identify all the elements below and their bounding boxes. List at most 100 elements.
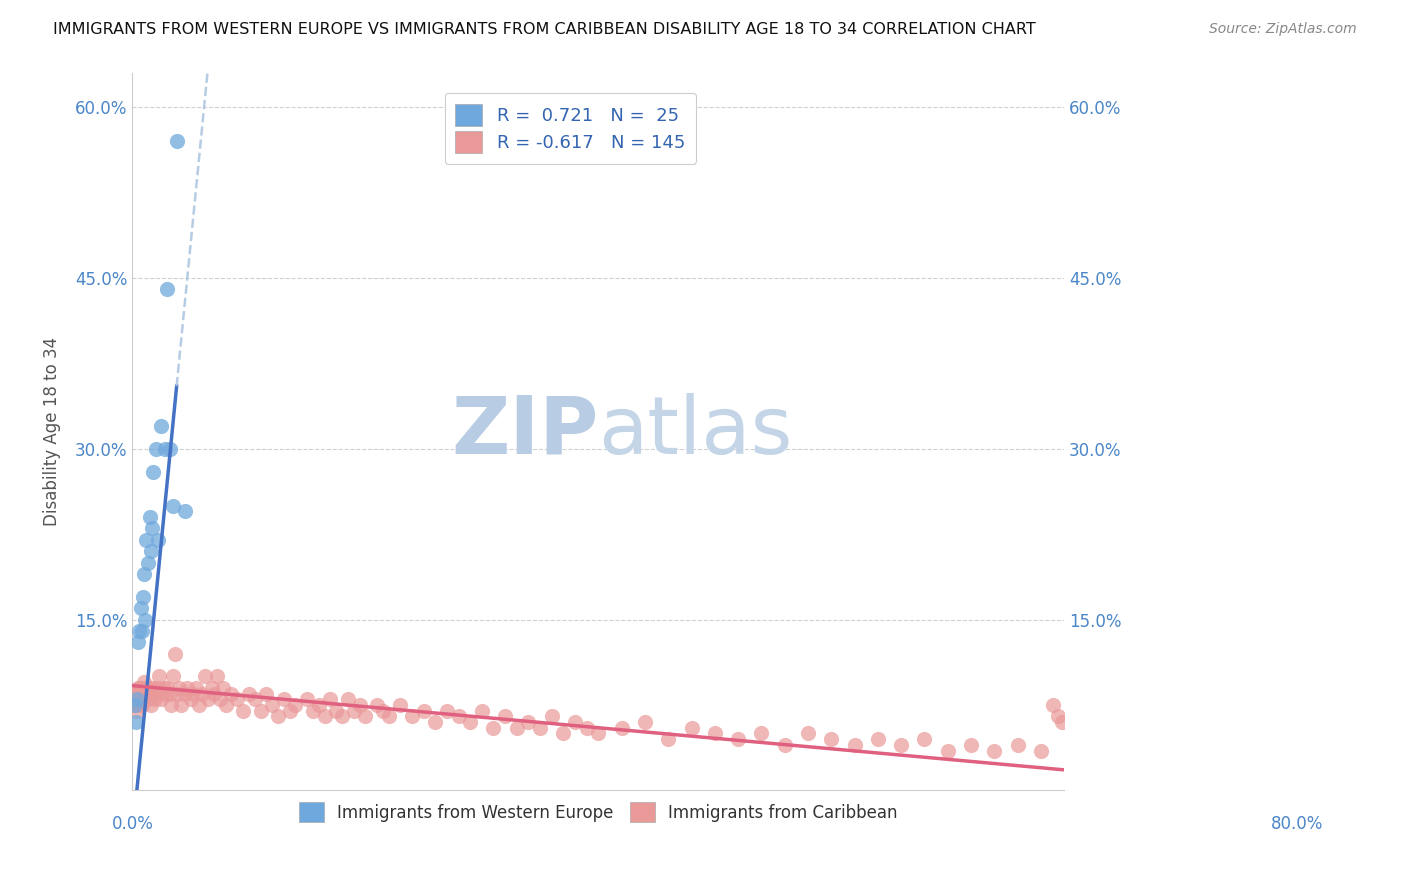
Y-axis label: Disability Age 18 to 34: Disability Age 18 to 34 (44, 337, 60, 526)
Point (273, 692, 295, 706)
Point (165, 647, 187, 661)
Point (202, 687, 225, 701)
Point (314, 709, 336, 723)
Point (187, 698, 209, 712)
Point (249, 704, 271, 718)
Point (540, 709, 562, 723)
Point (170, 698, 193, 712)
Point (412, 704, 434, 718)
Point (243, 692, 266, 706)
Point (128, 698, 150, 712)
Point (131, 698, 153, 712)
Point (1047, 709, 1070, 723)
Point (191, 687, 214, 701)
Point (657, 732, 679, 747)
Point (797, 726, 820, 740)
Legend: Immigrants from Western Europe, Immigrants from Caribbean: Immigrants from Western Europe, Immigran… (288, 792, 908, 832)
Point (506, 721, 529, 735)
Point (138, 687, 160, 701)
Point (129, 687, 152, 701)
Point (131, 681, 153, 695)
Point (166, 134, 188, 148)
Point (127, 681, 149, 695)
Point (325, 704, 347, 718)
Point (125, 692, 148, 706)
Point (124, 698, 146, 712)
Point (134, 613, 156, 627)
Point (354, 709, 377, 723)
Point (471, 704, 494, 718)
Point (844, 738, 866, 752)
Point (377, 709, 399, 723)
Text: atlas: atlas (599, 392, 793, 471)
Point (226, 692, 249, 706)
Point (366, 698, 388, 712)
Point (866, 732, 889, 747)
Point (129, 601, 152, 615)
Point (588, 726, 610, 740)
Text: 0.0%: 0.0% (111, 815, 153, 833)
Point (890, 738, 912, 752)
Point (336, 692, 359, 706)
Point (142, 465, 165, 479)
Point (302, 704, 325, 718)
Point (482, 721, 505, 735)
Point (773, 738, 796, 752)
Point (458, 714, 481, 729)
Point (181, 687, 204, 701)
Point (150, 692, 173, 706)
Point (200, 681, 222, 695)
Point (143, 692, 166, 706)
Point (267, 709, 290, 723)
Point (153, 681, 176, 695)
Point (146, 681, 169, 695)
Point (197, 692, 219, 706)
Point (936, 743, 959, 757)
Point (127, 692, 149, 706)
Point (150, 419, 173, 434)
Point (132, 590, 155, 604)
Text: Source: ZipAtlas.com: Source: ZipAtlas.com (1209, 22, 1357, 37)
Point (308, 698, 330, 712)
Point (194, 669, 217, 683)
Point (214, 698, 236, 712)
Point (447, 709, 470, 723)
Text: 80.0%: 80.0% (1271, 815, 1323, 833)
Point (162, 499, 184, 513)
Point (564, 714, 586, 729)
Point (173, 687, 195, 701)
Point (960, 738, 983, 752)
Point (122, 687, 145, 701)
Point (167, 681, 190, 695)
Point (166, 687, 188, 701)
Point (153, 442, 176, 456)
Point (156, 282, 179, 296)
Point (139, 681, 162, 695)
Point (162, 669, 184, 683)
Point (125, 714, 148, 729)
Point (132, 692, 155, 706)
Point (136, 556, 159, 570)
Point (159, 698, 181, 712)
Point (425, 714, 447, 729)
Point (634, 714, 657, 729)
Point (139, 544, 162, 558)
Point (173, 504, 195, 518)
Point (278, 704, 301, 718)
Point (128, 681, 150, 695)
Text: IMMIGRANTS FROM WESTERN EUROPE VS IMMIGRANTS FROM CARIBBEAN DISABILITY AGE 18 TO: IMMIGRANTS FROM WESTERN EUROPE VS IMMIGR… (53, 22, 1036, 37)
Point (127, 635, 149, 649)
Point (1029, 743, 1052, 757)
Point (142, 681, 165, 695)
Point (494, 709, 516, 723)
Point (371, 704, 394, 718)
Point (156, 681, 179, 695)
Point (1042, 698, 1064, 712)
Point (529, 721, 551, 735)
Point (131, 624, 153, 638)
Point (349, 698, 371, 712)
Point (751, 726, 773, 740)
Point (135, 533, 157, 547)
Point (983, 743, 1005, 757)
Point (610, 721, 633, 735)
